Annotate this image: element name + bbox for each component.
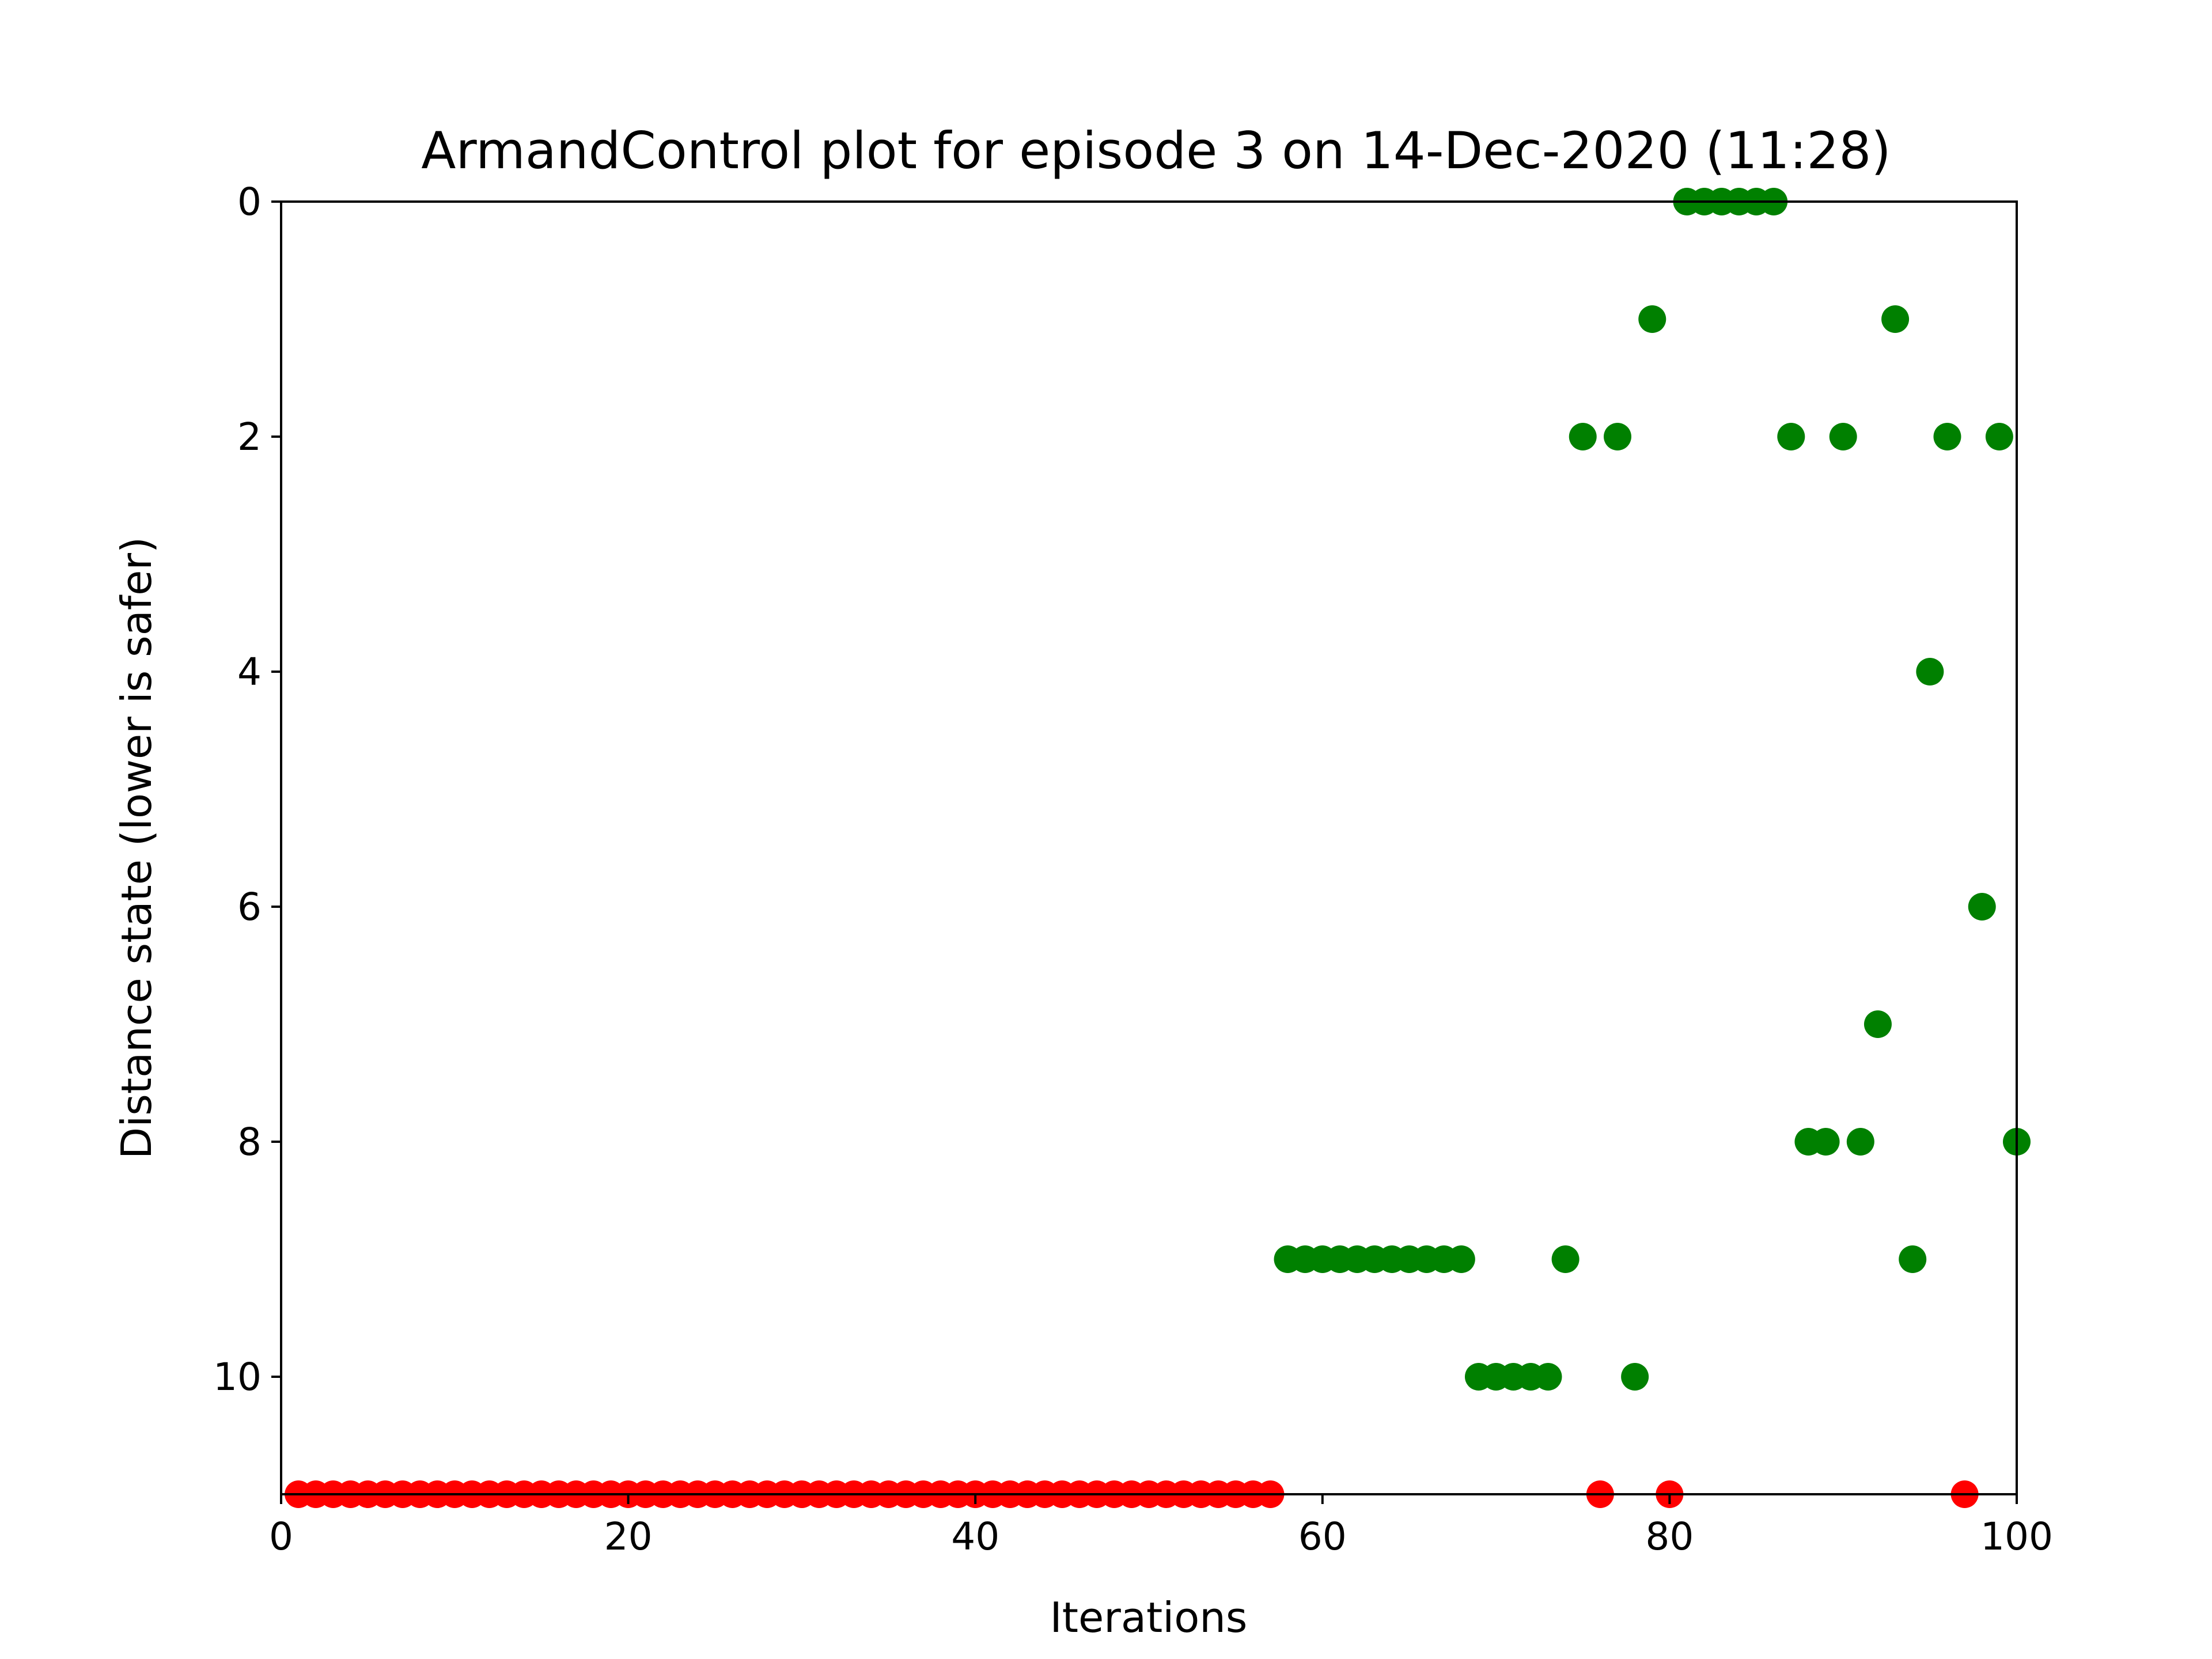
y-tick-label: 2 <box>237 415 262 459</box>
data-point <box>1985 423 2013 450</box>
y-tick-label: 4 <box>237 650 262 694</box>
x-axis: 0 20 40 60 80 100 <box>269 1494 2053 1559</box>
data-point <box>1447 1245 1475 1273</box>
data-point <box>1846 1128 1874 1156</box>
plot-frame <box>280 200 2018 1495</box>
x-tick-label: 60 <box>1298 1514 1347 1559</box>
x-tick-label: 0 <box>269 1514 293 1559</box>
y-axis-label: Distance state (lower is safer) <box>112 537 161 1159</box>
x-tick-label: 80 <box>1645 1514 1694 1559</box>
data-point <box>1916 658 1944 685</box>
y-tick-label: 10 <box>213 1355 262 1399</box>
y-axis: 0 2 4 6 8 10 <box>213 180 281 1399</box>
chart-title: ArmandControl plot for episode 3 on 14-D… <box>421 121 1891 180</box>
data-points <box>285 188 2031 1508</box>
x-axis-label: Iterations <box>1050 1593 1248 1642</box>
data-point <box>1881 305 1910 333</box>
data-point <box>1829 423 1857 450</box>
data-point <box>1569 423 1597 450</box>
data-point <box>1551 1245 1580 1273</box>
data-point <box>1604 423 1632 450</box>
data-point <box>1638 305 1666 333</box>
x-tick-label: 40 <box>951 1514 999 1559</box>
y-tick-label: 0 <box>237 180 262 224</box>
data-point <box>1863 1010 1892 1038</box>
data-point <box>1812 1128 1840 1156</box>
data-point <box>1933 423 1961 450</box>
data-point <box>1777 423 1805 450</box>
data-point <box>1534 1363 1562 1391</box>
y-tick-label: 6 <box>237 885 262 929</box>
y-tick-label: 8 <box>237 1120 262 1164</box>
x-tick-label: 20 <box>604 1514 653 1559</box>
data-point <box>1968 893 1996 921</box>
x-tick-label: 100 <box>1980 1514 2053 1559</box>
data-point <box>1621 1363 1649 1391</box>
data-point <box>1899 1245 1927 1273</box>
